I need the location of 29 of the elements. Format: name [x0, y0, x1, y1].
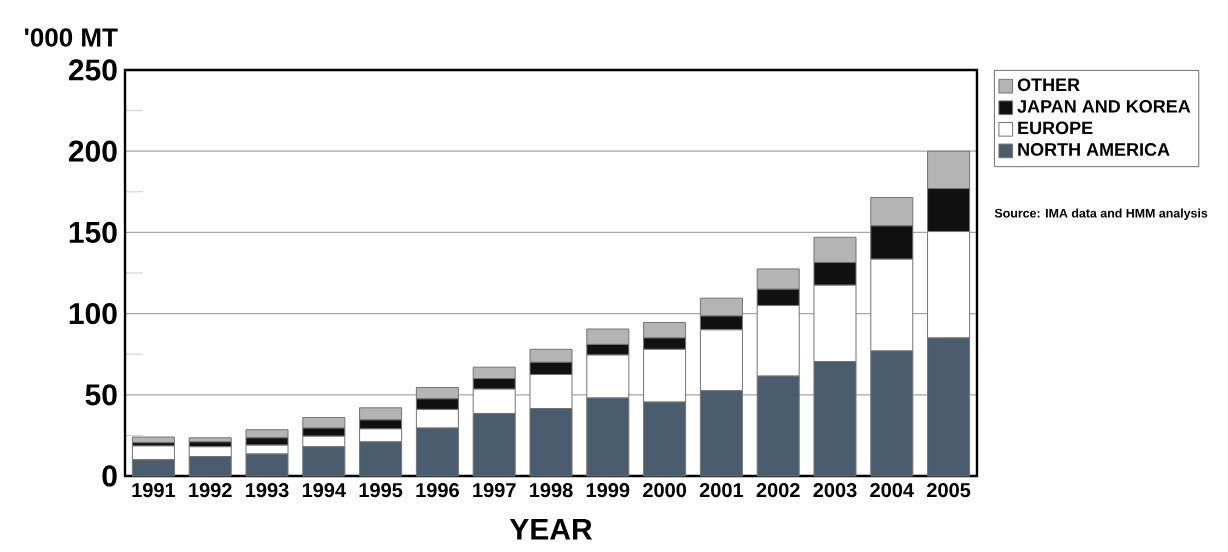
x-tick-label: 2002 [756, 483, 800, 498]
x-tick-label: 2005 [927, 483, 971, 498]
y-tick-label: 50 [85, 384, 117, 406]
x-axis-title: YEAR [509, 518, 593, 540]
y-tick-label: 150 [69, 221, 117, 243]
x-tick-label: 1993 [246, 483, 289, 498]
legend-label: EUROPE [1018, 121, 1093, 135]
legend-label: NORTH AMERICA [1018, 143, 1170, 156]
x-tick-label: 1991 [132, 483, 176, 498]
y-tick-label: 0 [102, 465, 117, 487]
x-tick-label: 1996 [416, 483, 459, 498]
legend-label: JAPAN AND KOREA [1017, 99, 1191, 113]
source-note: Source: IMA data and HMM analysis [994, 208, 1208, 220]
x-tick-label: 1999 [586, 483, 630, 498]
x-tick-label: 2003 [813, 483, 857, 498]
x-tick-label: 1992 [189, 483, 232, 498]
legend-label: OTHER [1017, 78, 1080, 92]
bar [131, 436, 175, 444]
x-tick-label: 1994 [302, 483, 346, 498]
x-tick-label: 1998 [530, 483, 573, 498]
x-tick-label: 1995 [359, 483, 403, 498]
y-axis-title: '000 MT [25, 28, 118, 47]
y-tick-label: 250 [68, 59, 117, 81]
x-tick-label: 2001 [699, 483, 744, 498]
y-tick-label: 200 [68, 140, 117, 162]
y-tick-label: 100 [69, 302, 117, 325]
x-tick-label: 1997 [473, 483, 516, 498]
x-tick-label: 2004 [870, 483, 914, 498]
x-tick-label: 2000 [643, 483, 687, 498]
